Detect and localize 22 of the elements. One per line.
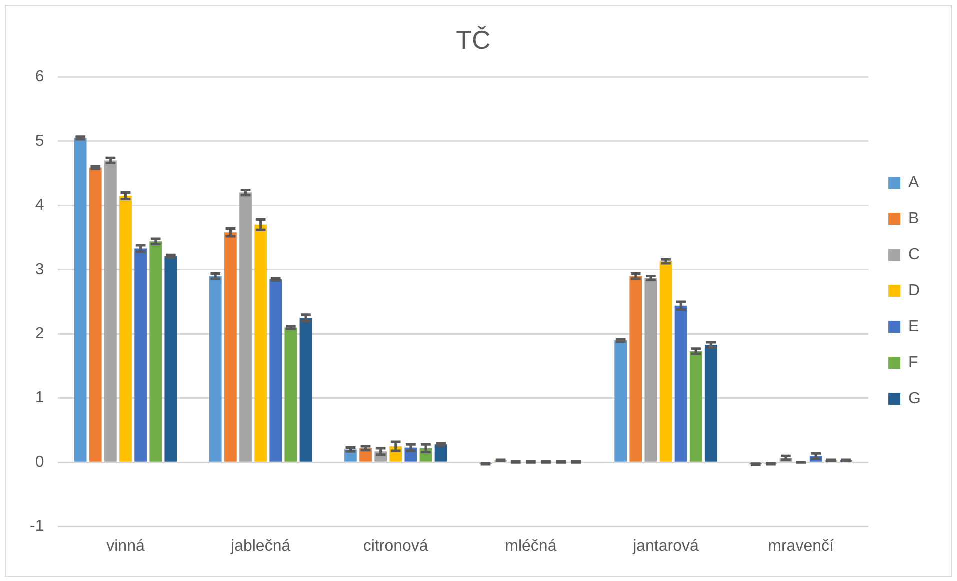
x-tick-label: mravenčí	[768, 538, 834, 555]
legend-label: A	[908, 174, 920, 192]
x-tick-label: citronová	[363, 538, 428, 555]
legend-label: G	[908, 390, 922, 408]
y-tick-label: 5	[35, 132, 44, 150]
chart-title: TČ	[456, 24, 491, 55]
y-tick-label: 6	[35, 68, 44, 86]
legend-label: B	[908, 210, 920, 228]
y-tick-label: 2	[35, 326, 44, 343]
legend-label: D	[908, 282, 920, 300]
x-tick-label: jablečná	[230, 538, 291, 555]
x-tick-label: vinná	[106, 538, 145, 555]
y-tick-label: 1	[35, 390, 44, 407]
x-tick-label: jantarová	[632, 538, 699, 555]
y-tick-label: 3	[35, 261, 44, 278]
legend-label: C	[908, 246, 920, 264]
y-tick-label: 0	[35, 454, 44, 471]
legend-label: E	[908, 318, 920, 336]
y-tick-label: -1	[30, 518, 44, 536]
x-tick-label: mléčná	[505, 538, 557, 555]
y-tick-label: 4	[35, 197, 44, 214]
legend-label: F	[908, 354, 919, 372]
